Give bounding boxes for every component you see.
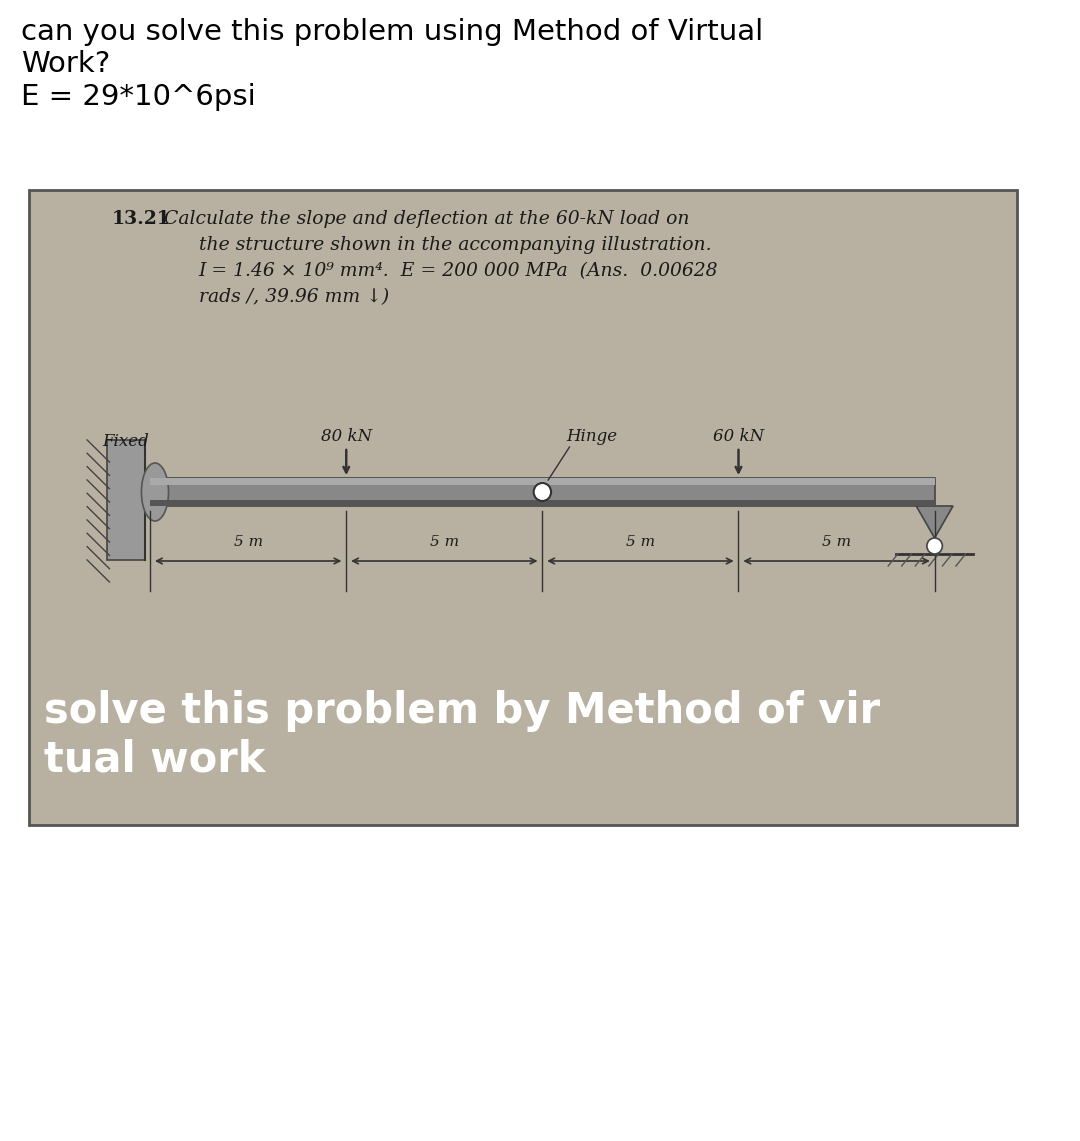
Text: the structure shown in the accompanying illustration.: the structure shown in the accompanying … <box>199 236 711 254</box>
Bar <box>107 440 146 560</box>
Text: rads /, 39.96 mm ↓): rads /, 39.96 mm ↓) <box>199 288 389 306</box>
Text: 80 kN: 80 kN <box>321 428 372 445</box>
Ellipse shape <box>141 463 168 521</box>
Bar <box>150 478 934 505</box>
Text: solve this problem by Method of vir
tual work: solve this problem by Method of vir tual… <box>43 690 880 780</box>
Text: Hinge: Hinge <box>567 428 618 445</box>
Text: I = 1.46 × 10⁹ mm⁴.  E = 200 000 MPa  (Ans.  0.00628: I = 1.46 × 10⁹ mm⁴. E = 200 000 MPa (Ans… <box>199 262 718 280</box>
Text: 60 kN: 60 kN <box>713 428 764 445</box>
Circle shape <box>534 483 551 501</box>
Text: 13.21: 13.21 <box>111 210 171 228</box>
Text: 5 m: 5 m <box>822 535 851 549</box>
Text: 5 m: 5 m <box>626 535 654 549</box>
Text: Calculate the slope and deflection at the 60-kN load on: Calculate the slope and deflection at th… <box>158 210 689 228</box>
Text: 5 m: 5 m <box>233 535 262 549</box>
Text: 5 m: 5 m <box>430 535 459 549</box>
Text: Fixed: Fixed <box>103 432 149 450</box>
Circle shape <box>927 539 943 555</box>
Polygon shape <box>916 505 953 539</box>
Bar <box>29 191 1017 825</box>
Bar <box>150 500 934 505</box>
Text: can you solve this problem using Method of Virtual
Work?
E = 29*10^6psi: can you solve this problem using Method … <box>22 18 764 111</box>
Bar <box>150 478 934 485</box>
